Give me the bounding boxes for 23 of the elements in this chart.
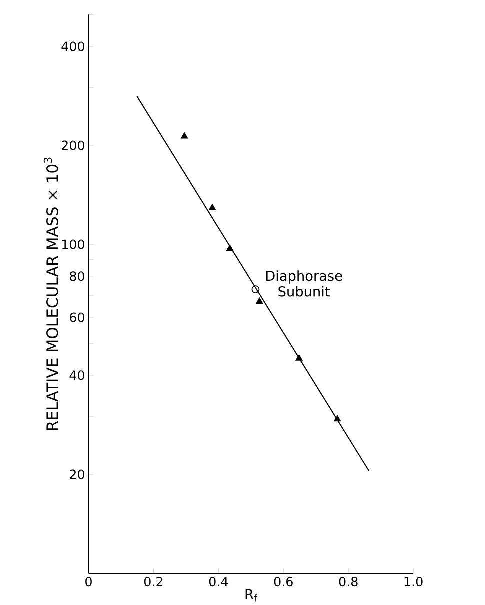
y-tick-label: 400	[62, 42, 85, 52]
y-tick-label: 20	[70, 470, 85, 480]
annotation: Diaphorase Subunit	[266, 270, 342, 297]
x-tick-label: 0.4	[210, 576, 228, 587]
y-tick-label: 80	[70, 272, 85, 282]
x-axis-title: R$_{f}$	[246, 589, 258, 602]
point	[209, 204, 216, 210]
point	[296, 354, 303, 361]
x-tick-label: 0.2	[144, 576, 163, 587]
y-tick-label: 200	[62, 140, 85, 150]
y-tick-label: 100	[62, 240, 85, 250]
point	[256, 298, 264, 304]
y-axis-title: RELATIVE MOLECULAR MASS × 10$^{3}$	[44, 158, 58, 430]
x-tick-label: 0.8	[339, 576, 358, 587]
point	[334, 416, 342, 422]
y-tick-label: 40	[70, 370, 85, 380]
x-tick-label: 0.6	[274, 576, 294, 587]
point	[181, 132, 188, 139]
y-tick-label: 60	[70, 312, 85, 322]
x-tick-label: 0	[86, 576, 92, 587]
point	[226, 244, 234, 252]
point	[252, 286, 260, 294]
x-tick-label: 1.0	[404, 576, 423, 587]
